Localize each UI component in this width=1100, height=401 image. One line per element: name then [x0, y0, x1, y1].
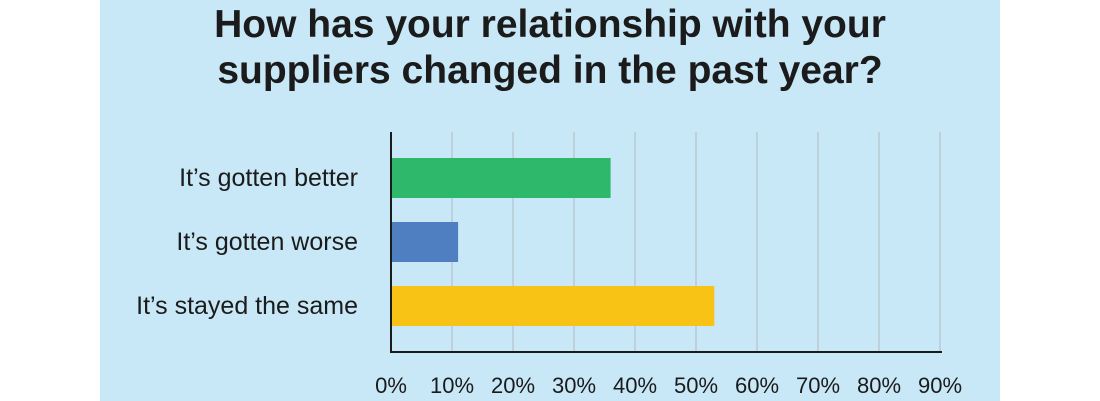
x-tick-label: 0%: [375, 373, 407, 398]
chart-title: How has your relationship with your supp…: [0, 2, 1100, 94]
title-line-2: suppliers changed in the past year?: [217, 49, 883, 92]
x-tick-label: 50%: [674, 373, 718, 398]
bars: [391, 158, 715, 326]
x-tick-label: 40%: [613, 373, 657, 398]
x-tick-label: 80%: [857, 373, 901, 398]
x-tick-label: 90%: [918, 373, 962, 398]
category-label: It’s gotten better: [179, 164, 358, 192]
bar: [391, 222, 459, 262]
x-tick-label: 20%: [491, 373, 535, 398]
axes: [390, 132, 942, 353]
category-label: It’s stayed the same: [136, 292, 358, 320]
x-tick-label: 70%: [796, 373, 840, 398]
bar: [391, 286, 715, 326]
labels: 0% 10% 20% 30% 40% 50% 60% 70% 80% 90% It’s gotten…: [136, 164, 962, 398]
x-tick-label: 10%: [430, 373, 474, 398]
chart-background: [100, 0, 1000, 401]
x-tick-label: 60%: [735, 373, 779, 398]
title-line-1: How has your relationship with your: [214, 3, 886, 46]
bar: [391, 158, 611, 198]
x-tick-label: 30%: [552, 373, 596, 398]
category-label: It’s gotten worse: [176, 228, 358, 256]
